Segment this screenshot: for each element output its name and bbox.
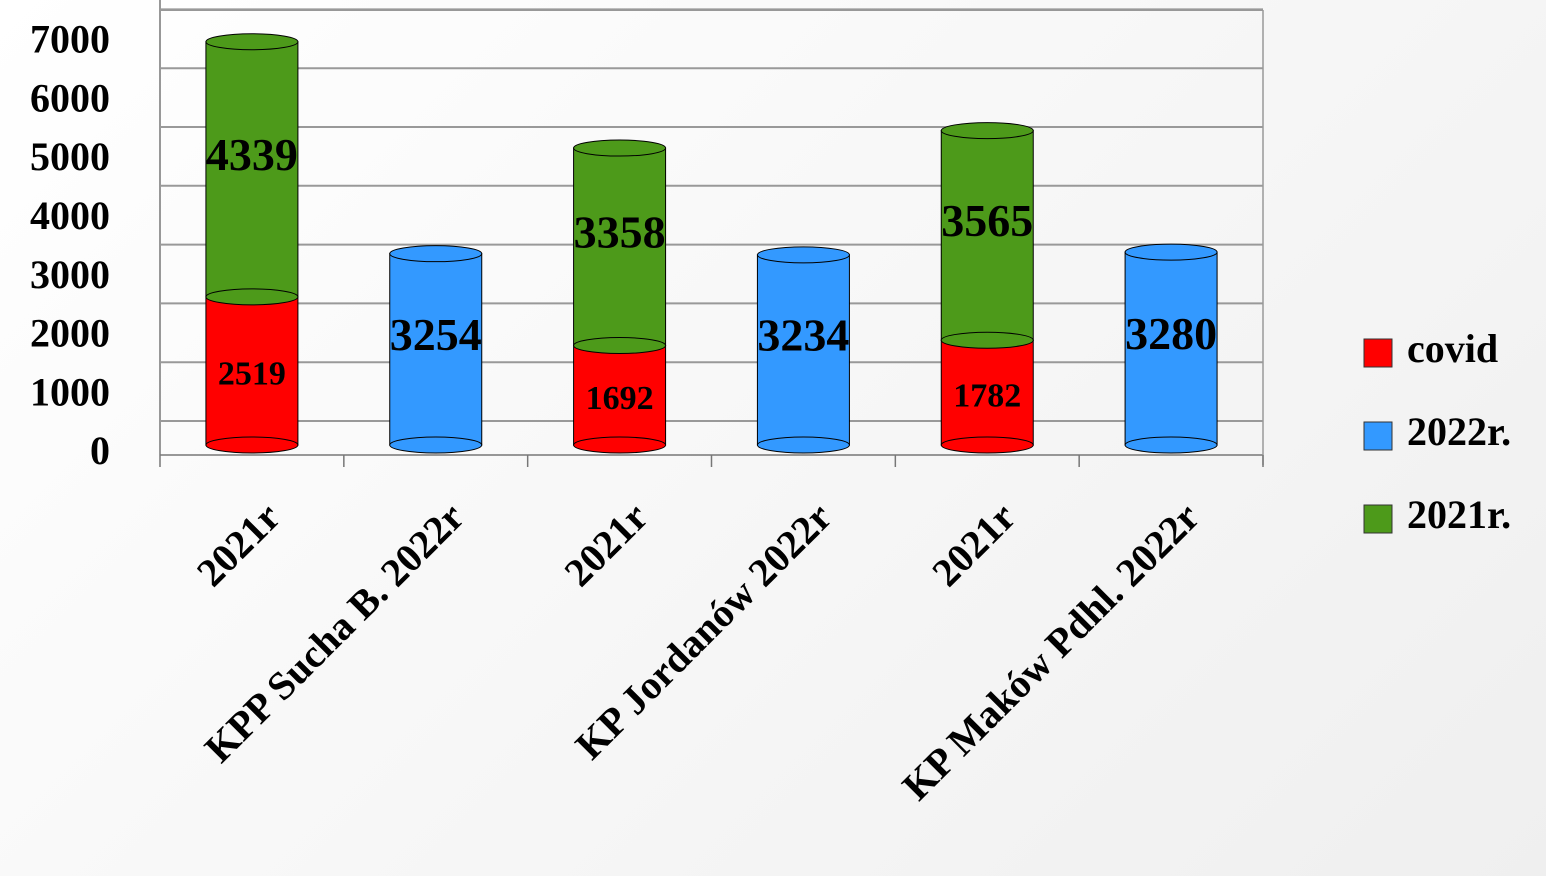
bar — [940, 130, 1034, 341]
y-tick-label: 6000 — [30, 75, 110, 120]
legend-label: 2022r. — [1407, 409, 1511, 454]
bar — [573, 147, 667, 347]
x-tick-label: 2021r — [188, 494, 289, 595]
y-tick-label: 1000 — [30, 369, 110, 414]
cylinder-cap — [389, 436, 483, 454]
cylinder-cap — [940, 331, 1034, 349]
value-label: 3254 — [390, 309, 482, 360]
cylinder-cap — [1124, 436, 1218, 454]
cylinder-cap — [205, 33, 299, 51]
y-tick-label: 4000 — [30, 193, 110, 238]
x-tick-label: 2021r — [923, 494, 1024, 595]
cylinder-cap — [573, 337, 667, 355]
value-label: 3234 — [757, 309, 849, 360]
cylinder-cap — [756, 246, 850, 264]
value-label: 3280 — [1125, 308, 1217, 359]
y-tick-label: 3000 — [30, 252, 110, 297]
x-tick-label: KP Maków Pdhl. 2022r — [893, 494, 1208, 809]
legend-swatch — [1363, 504, 1393, 534]
bar — [205, 41, 299, 298]
value-label: 2519 — [218, 356, 286, 393]
value-label: 1692 — [586, 380, 654, 417]
cylinder-cap — [205, 288, 299, 306]
bar — [940, 339, 1034, 446]
value-label: 3358 — [574, 206, 666, 257]
value-label: 1782 — [953, 377, 1021, 414]
legend-swatch — [1363, 421, 1393, 451]
bar — [1124, 251, 1218, 446]
y-tick-label: 2000 — [30, 311, 110, 356]
legend-swatch — [1363, 338, 1393, 368]
value-label: 3565 — [941, 195, 1033, 246]
value-label: 4339 — [206, 129, 298, 180]
cylinder-cap — [940, 122, 1034, 140]
x-tick-label: 2021r — [555, 494, 656, 595]
bar — [389, 253, 483, 446]
cylinder-cap — [1124, 243, 1218, 261]
y-tick-label: 0 — [90, 428, 110, 473]
legend-label: covid — [1407, 326, 1498, 371]
cylinder-cap — [756, 436, 850, 454]
cylinder-cap — [389, 245, 483, 263]
cylinder-cap — [573, 436, 667, 454]
legend-label: 2021r. — [1407, 492, 1511, 537]
cylinder-cap — [940, 436, 1034, 454]
y-tick-label: 5000 — [30, 134, 110, 179]
y-tick-label: 7000 — [30, 17, 110, 62]
cylinder-cap — [573, 139, 667, 157]
cylinder-cap — [205, 436, 299, 454]
